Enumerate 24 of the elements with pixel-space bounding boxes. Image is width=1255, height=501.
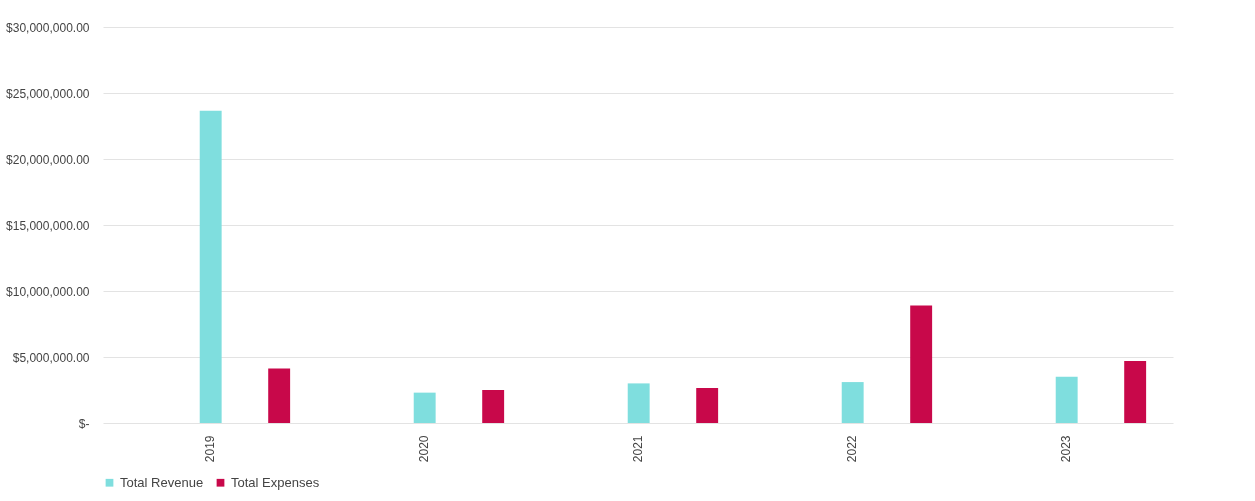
- bar: [413, 392, 436, 423]
- y-tick-label: $15,000,000.00: [6, 218, 90, 233]
- bar: [627, 383, 650, 423]
- bar: [841, 382, 864, 423]
- y-tick-label: $30,000,000.00: [6, 20, 90, 35]
- x-tick-label: 2021: [631, 435, 645, 463]
- x-tick-label: 2020: [417, 435, 431, 463]
- y-tick-label: $5,000,000.00: [12, 350, 90, 365]
- x-tick-label: 2023: [1059, 435, 1073, 463]
- bar: [482, 390, 505, 423]
- legend-label: Total Expenses: [231, 474, 320, 490]
- y-tick-label: $10,000,000.00: [6, 284, 90, 299]
- bar: [910, 305, 933, 423]
- bar: [1055, 376, 1078, 423]
- bar: [1124, 360, 1147, 423]
- y-tick-label: $-: [78, 416, 90, 431]
- bar: [268, 368, 291, 423]
- bar: [696, 388, 719, 423]
- y-tick-label: $20,000,000.00: [6, 152, 90, 167]
- bar: [199, 110, 222, 423]
- legend-label: Total Revenue: [120, 474, 204, 490]
- x-tick-label: 2022: [845, 435, 859, 463]
- x-tick-label: 2019: [203, 435, 217, 463]
- y-tick-label: $25,000,000.00: [6, 86, 90, 101]
